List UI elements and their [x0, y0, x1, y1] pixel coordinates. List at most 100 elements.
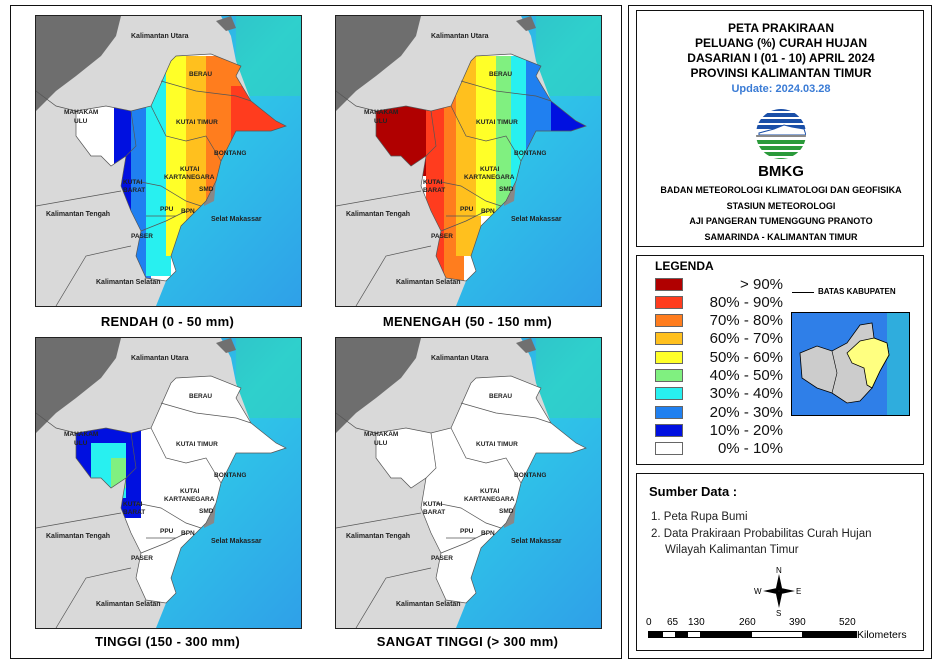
legend-item: 20% - 30%: [655, 404, 783, 421]
label-bontang: BONTANG: [214, 472, 246, 479]
scale-tick: 130: [688, 617, 705, 628]
compass-w: W: [754, 587, 762, 596]
legend-title: LEGENDA: [655, 259, 714, 273]
legend-label: 0% - 10%: [717, 440, 783, 458]
label-ppu: PPU: [460, 206, 474, 213]
legend-label: 10% - 20%: [709, 421, 783, 439]
label-ppu: PPU: [160, 206, 174, 213]
maps-frame: [10, 5, 622, 659]
legend-item: 60% - 70%: [655, 330, 783, 348]
label-kaltara: Kalimantan Utara: [131, 33, 189, 40]
legend-label: 50% - 60%: [709, 348, 783, 366]
legend-swatch: [655, 442, 683, 456]
scale-tick: 260: [739, 617, 756, 628]
label-kukar: KUTAI: [180, 488, 200, 495]
label-ppu: PPU: [160, 528, 174, 535]
label-kukar2: KARTANEGARA: [164, 496, 215, 503]
label-berau: BERAU: [489, 393, 512, 400]
label-kaltara: Kalimantan Utara: [431, 355, 489, 362]
label-kubar: KUTAI: [123, 179, 143, 186]
label-kukar2: KARTANEGARA: [164, 174, 215, 181]
label-kaltara: Kalimantan Utara: [131, 355, 189, 362]
label-ulu: ULU: [74, 440, 88, 447]
label-kalsel: Kalimantan Selatan: [396, 279, 461, 286]
label-kubar2: BARAT: [423, 509, 445, 516]
legend-item: 0% - 10%: [655, 440, 783, 458]
label-kutim: KUTAI TIMUR: [476, 119, 518, 126]
legend-box: LEGENDA > 90% 80% - 90% 70% - 80% 60% - 70%…: [636, 255, 924, 465]
inset-map: [791, 312, 910, 416]
label-mahakam: MAHAKAM: [64, 431, 98, 438]
legend-item: 30% - 40%: [655, 385, 783, 403]
label-bpn: BPN: [481, 208, 495, 215]
scale-unit: Kilometers: [857, 629, 907, 641]
label-bpn: BPN: [481, 530, 495, 537]
label-smd: SMD: [499, 186, 514, 193]
label-selat: Selat Makassar: [211, 538, 262, 545]
label-kalteng: Kalimantan Tengah: [346, 533, 410, 540]
probability-zone: [496, 56, 511, 216]
label-bpn: BPN: [181, 530, 195, 537]
label-paser: PASER: [131, 233, 153, 240]
boundary-label: BATAS KABUPATEN: [818, 287, 896, 296]
legend-item: 40% - 50%: [655, 367, 783, 384]
source-box: Sumber Data : 1. Peta Rupa Bumi 2. Data …: [636, 473, 924, 651]
compass-n: N: [776, 566, 782, 575]
caption-rendah: RENDAH (0 - 50 mm): [100, 314, 235, 329]
label-paser: PASER: [431, 555, 453, 562]
label-paser: PASER: [431, 233, 453, 240]
legend-swatch: [655, 387, 683, 401]
label-bontang: BONTANG: [214, 150, 246, 157]
agency-line: STASIUN METEOROLOGI: [726, 200, 836, 211]
legend-swatch: [655, 277, 683, 291]
legend-label: 30% - 40%: [709, 385, 783, 403]
scale-tick: 65: [667, 617, 679, 628]
title-line: PETA PRAKIRAAN: [727, 21, 834, 35]
forecast-map-sangat-tinggi: Kalimantan Utara Kalimantan Tengah Kalim…: [335, 337, 602, 629]
source-item: 2. Data Prakiraan Probabilitas Curah Huj…: [651, 528, 872, 540]
legend-item: 10% - 20%: [655, 421, 783, 439]
label-kubar: KUTAI: [123, 501, 143, 508]
label-kalteng: Kalimantan Tengah: [46, 533, 110, 540]
label-kukar: KUTAI: [180, 166, 200, 173]
label-ulu: ULU: [374, 118, 388, 125]
label-kubar2: BARAT: [123, 187, 145, 194]
caption-menengah: MENENGAH (50 - 150 mm): [382, 314, 553, 329]
label-mahakam: MAHAKAM: [364, 431, 398, 438]
label-ppu: PPU: [460, 528, 474, 535]
label-berau: BERAU: [189, 393, 212, 400]
label-kutim: KUTAI TIMUR: [176, 119, 218, 126]
source-item: Wilayah Kalimantan Timur: [665, 544, 799, 556]
legend-item: 50% - 60%: [655, 348, 783, 366]
label-kalteng: Kalimantan Tengah: [346, 211, 410, 218]
title-line: PROVINSI KALIMANTAN TIMUR: [690, 66, 872, 80]
label-kubar: KUTAI: [423, 179, 443, 186]
legend-label: 40% - 50%: [709, 367, 783, 384]
label-kukar: KUTAI: [480, 488, 500, 495]
label-kalsel: Kalimantan Selatan: [96, 279, 161, 286]
title-line: PELUANG (%) CURAH HUJAN: [694, 36, 867, 50]
compass-s: S: [776, 609, 781, 616]
legend-swatch: [655, 295, 683, 309]
label-selat: Selat Makassar: [511, 538, 562, 545]
legend-item: > 90%: [655, 276, 783, 293]
legend-swatch: [655, 423, 683, 437]
legend-swatch: [655, 314, 683, 328]
legend-swatch: [655, 332, 683, 346]
source-title: Sumber Data :: [649, 484, 738, 499]
legend-item: 70% - 80%: [655, 312, 783, 329]
info-frame: [628, 5, 932, 659]
forecast-map-tinggi: Kalimantan Utara Kalimantan Tengah Kalim…: [35, 337, 302, 629]
scale-tick: 520: [839, 617, 856, 628]
boundary-line-icon: [792, 292, 814, 293]
legend-item: 80% - 90%: [655, 294, 783, 311]
legend-label: 60% - 70%: [709, 330, 783, 348]
label-mahakam: MAHAKAM: [64, 109, 98, 116]
label-kalteng: Kalimantan Tengah: [46, 211, 110, 218]
legend-swatch: [655, 369, 683, 382]
label-berau: BERAU: [489, 71, 512, 78]
bmkg-logo-text: BMKG: [758, 163, 804, 180]
label-selat: Selat Makassar: [211, 216, 262, 223]
label-smd: SMD: [499, 508, 514, 515]
caption-sangat-tinggi: SANGAT TINGGI (> 300 mm): [376, 634, 559, 649]
